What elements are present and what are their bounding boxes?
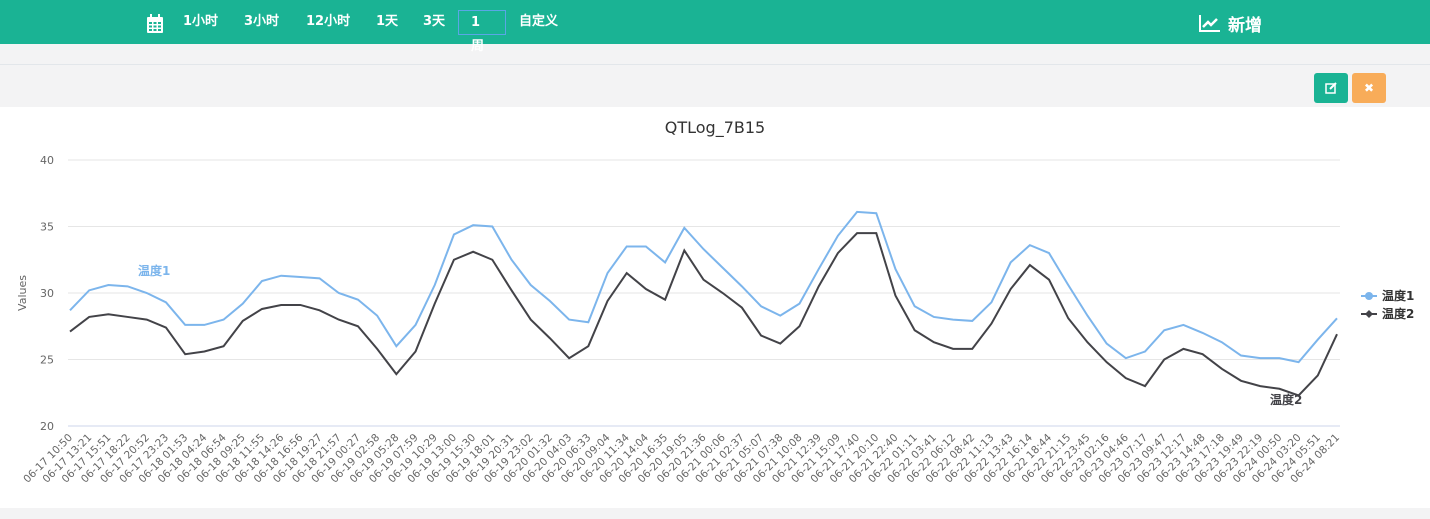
line-chart-icon [1199, 15, 1220, 32]
range-3-days[interactable]: 3天 [423, 14, 446, 29]
y-tick-label: 30 [40, 287, 54, 300]
series-label: 温度2 [1270, 392, 1302, 407]
y-tick-label: 20 [40, 420, 54, 433]
y-tick-label: 25 [40, 354, 54, 367]
y-tick-label: 35 [40, 221, 54, 234]
chart-title: QTLog_7B15 [665, 118, 765, 138]
legend-item[interactable]: 温度1 [1382, 288, 1414, 303]
range-custom[interactable]: 自定义 [519, 14, 559, 29]
close-icon: ✖ [1363, 81, 1375, 95]
series-line-1[interactable] [69, 210, 1338, 364]
range-1-hour[interactable]: 1小时 [183, 14, 219, 29]
edit-icon [1325, 82, 1337, 94]
range-12-hours[interactable]: 12小时 [306, 14, 351, 29]
edit-button[interactable] [1314, 73, 1348, 103]
range-1-week[interactable]: 1周 [458, 10, 506, 54]
divider [0, 64, 1430, 65]
calendar-icon [147, 14, 163, 33]
y-tick-label: 40 [40, 154, 54, 167]
close-button[interactable]: ✖ [1352, 73, 1386, 103]
top-toolbar: 1小时 3小时 12小时 1天 3天 1周 自定义 新增 [0, 0, 1430, 54]
series-line-2[interactable] [69, 232, 1338, 397]
add-label: 新增 [1228, 16, 1262, 36]
legend-item[interactable]: 温度2 [1382, 306, 1414, 321]
legend-marker [1365, 292, 1373, 300]
legend-marker [1365, 310, 1373, 318]
series-label: 温度1 [138, 263, 170, 278]
range-1-day[interactable]: 1天 [376, 14, 399, 29]
y-axis-label: Values [16, 275, 29, 311]
add-button[interactable]: 新增 [1199, 11, 1262, 36]
range-3-hours[interactable]: 3小时 [244, 14, 280, 29]
chart-card: QTLog_7B15 Values 20 25 30 35 40 06-17 10:50 0… [0, 107, 1430, 508]
